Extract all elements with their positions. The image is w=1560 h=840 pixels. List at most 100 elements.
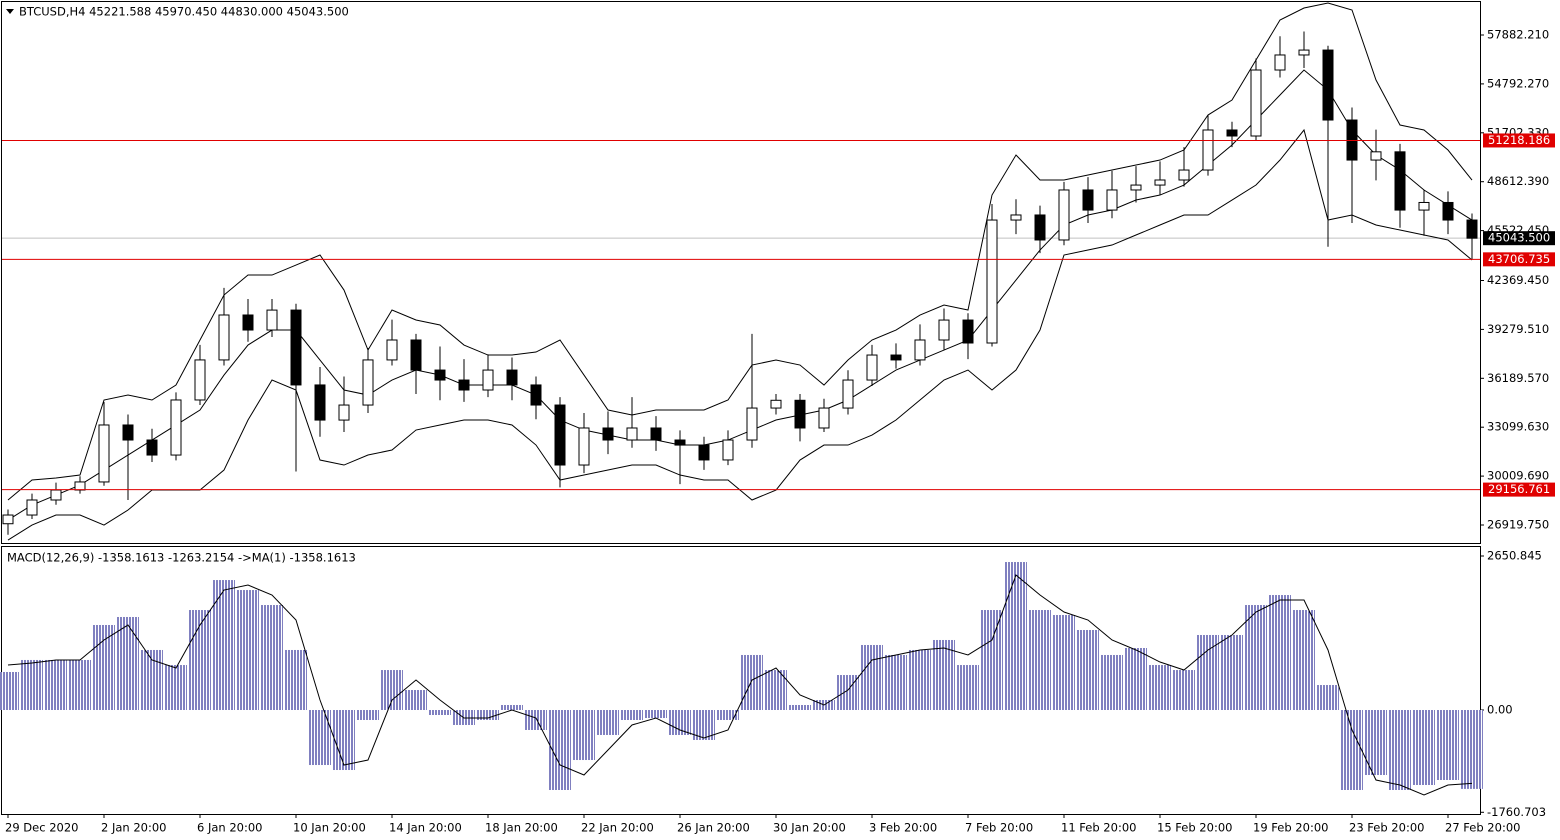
macd-bar (885, 654, 907, 710)
macd-bar (45, 659, 67, 710)
macd-bar (381, 670, 403, 710)
level-box (1483, 482, 1555, 497)
x-tick-label: 22 Jan 20:00 (581, 821, 654, 835)
macd-bar (1461, 709, 1483, 789)
candle-body (1058, 189, 1070, 241)
x-tick-label: 10 Jan 20:00 (293, 821, 366, 835)
candle-body (1034, 214, 1046, 241)
macd-bar (1053, 615, 1075, 710)
candle-body (986, 219, 998, 344)
x-tick-label: 6 Jan 20:00 (197, 821, 263, 835)
menu-triangle[interactable] (6, 9, 14, 14)
macd-bar (693, 709, 715, 740)
macd-bar (573, 709, 595, 761)
macd-bar (477, 709, 499, 720)
candle-body (1298, 49, 1310, 56)
candle-body (1202, 129, 1214, 171)
bollinger-band (7, 2, 1473, 501)
candle-body (938, 319, 950, 341)
macd-bar (1029, 610, 1051, 710)
y-tick-label: 33099.630 (1487, 420, 1549, 434)
macd-bar (1197, 634, 1219, 710)
candle-body (74, 481, 86, 491)
macd-bar (525, 709, 547, 730)
y-tick-label: 42369.450 (1487, 273, 1549, 287)
candle-body (1322, 49, 1334, 121)
candle-body (1154, 179, 1166, 186)
macd-bar (309, 709, 331, 766)
candle-body (578, 427, 590, 466)
candle-body (794, 399, 806, 429)
macd-bar (981, 610, 1003, 710)
macd-bar (1221, 634, 1243, 710)
y-tick-label: -1760.703 (1487, 805, 1546, 819)
macd-bar (597, 709, 619, 735)
macd-bar (1269, 595, 1291, 710)
y-tick-label: 0.00 (1487, 702, 1513, 716)
macd-bar (501, 705, 523, 710)
x-tick-label: 30 Jan 20:00 (773, 821, 846, 835)
candle-body (338, 404, 350, 421)
macd-bar (1173, 670, 1195, 710)
candle-body (26, 499, 38, 516)
candle-body (770, 399, 782, 409)
y-tick-label: 2650.845 (1487, 548, 1542, 562)
macd-bar (1101, 654, 1123, 710)
candle-body (386, 339, 398, 361)
candle-body (626, 427, 638, 441)
macd-bar (261, 605, 283, 710)
macd-bar (1341, 709, 1363, 790)
candle-body (650, 427, 662, 441)
candle-body (482, 369, 494, 391)
candle-body (914, 339, 926, 361)
candle-body (842, 379, 854, 409)
candle-body (194, 359, 206, 401)
macd-bar (645, 709, 667, 719)
macd-bar (21, 659, 43, 710)
macd-bar (237, 590, 259, 710)
macd-bar (1317, 685, 1339, 710)
macd-bar (1077, 630, 1099, 710)
macd-bar (429, 709, 451, 715)
macd-bar (165, 665, 187, 710)
macd-bar (1389, 709, 1411, 790)
candle-body (1274, 54, 1286, 71)
x-tick-label: 2 Jan 20:00 (101, 821, 167, 835)
macd-bar (333, 709, 355, 771)
candle-body (674, 439, 686, 446)
candle-body (818, 407, 830, 429)
macd-bar (1365, 709, 1387, 776)
x-tick-label: 18 Jan 20:00 (485, 821, 558, 835)
candle-body (1442, 201, 1454, 221)
candle-body (1010, 214, 1022, 221)
candle-body (362, 359, 374, 406)
candle-body (722, 439, 734, 461)
x-tick-label: 7 Feb 20:00 (965, 821, 1033, 835)
x-tick-label: 29 Dec 2020 (5, 821, 78, 835)
y-tick-label: 57882.210 (1487, 27, 1549, 41)
macd-bar (213, 580, 235, 710)
y-tick-label: 39279.510 (1487, 322, 1549, 336)
current-price-label: 45043.500 (1488, 231, 1550, 245)
macd-bar (117, 616, 139, 710)
level-label: 51218.186 (1488, 133, 1550, 147)
macd-bar (621, 709, 643, 720)
macd-bar (141, 649, 163, 710)
candle-body (1466, 219, 1478, 239)
x-tick-label: 3 Feb 20:00 (869, 821, 937, 835)
y-tick-label: 48612.390 (1487, 174, 1549, 188)
macd-bar (1125, 648, 1147, 710)
macd-bar (1245, 605, 1267, 710)
level-label: 43706.735 (1488, 252, 1550, 266)
signal-line (7, 574, 1473, 796)
candle-body (1082, 189, 1094, 211)
macd-bar (357, 709, 379, 720)
macd-bar (0, 672, 19, 710)
macd-bar (909, 649, 931, 710)
candle-body (554, 404, 566, 466)
price-pane (1, 1, 1481, 544)
candle-body (410, 339, 422, 371)
macd-bar (93, 625, 115, 710)
macd-bar (717, 709, 739, 720)
